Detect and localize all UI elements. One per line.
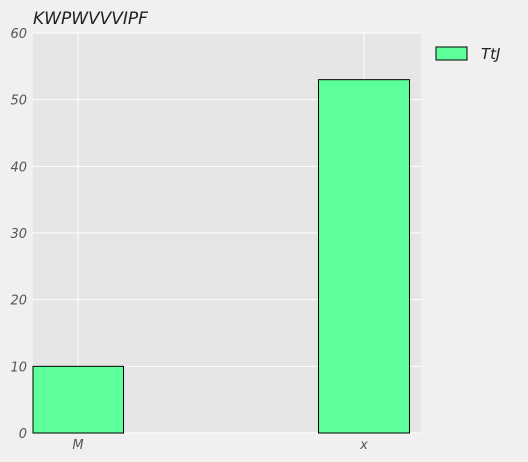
y-axis: 0 10 20 30 40 50 60 (10, 27, 27, 442)
y-tick-label: 10 (10, 360, 27, 375)
bar-x (318, 79, 410, 434)
legend-label: TtJ (481, 45, 500, 63)
y-tick-label: 60 (10, 27, 27, 42)
legend-swatch (435, 46, 468, 61)
y-tick-label: 30 (10, 227, 27, 242)
y-tick-label: 40 (10, 160, 27, 175)
bar-M (32, 365, 124, 434)
y-tick-label: 0 (19, 427, 27, 442)
y-tick-label: 20 (10, 294, 27, 309)
x-tick-label: M (72, 438, 83, 453)
chart-title: KWPWVVVIPF (33, 9, 148, 29)
y-tick-label: 50 (10, 94, 27, 109)
bars (32, 79, 410, 434)
x-tick-label: x (359, 438, 368, 453)
legend: TtJ (435, 45, 500, 63)
